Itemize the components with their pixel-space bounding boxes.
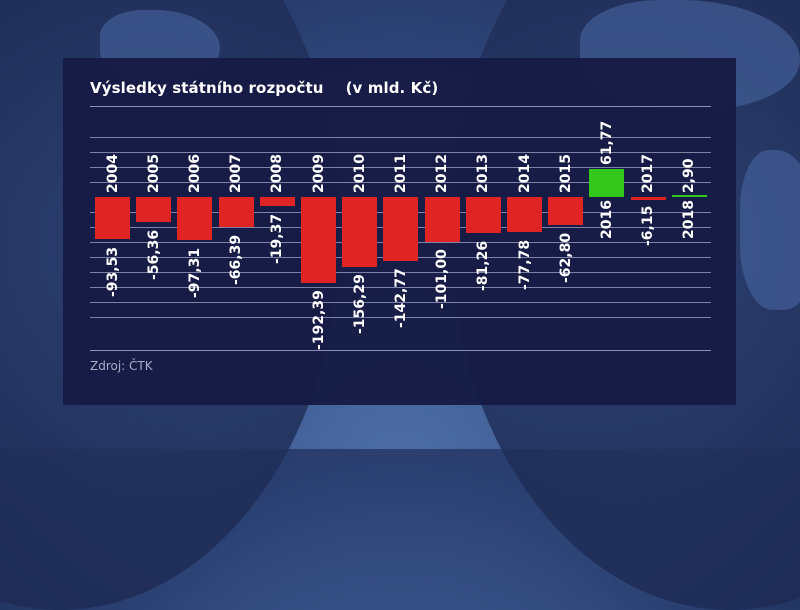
- bar-2011: [383, 197, 419, 261]
- bar-2012: [424, 197, 460, 243]
- bar-2013: [465, 197, 501, 234]
- chart-title: Výsledky státního rozpočtu (v mld. Kč): [90, 79, 438, 97]
- year-label: 2016: [598, 200, 615, 239]
- year-label: 2015: [557, 154, 574, 193]
- bar-2017: [630, 197, 666, 200]
- value-label: -62,80: [557, 232, 574, 284]
- bar-2014: [507, 197, 542, 232]
- value-label: -142,77: [392, 267, 409, 328]
- value-label: -81,26: [475, 241, 492, 292]
- year-label: 2009: [310, 154, 327, 193]
- bar-2015: [548, 197, 584, 226]
- bar-2006: [177, 197, 213, 241]
- year-label: 2013: [475, 154, 492, 193]
- year-label: 2010: [351, 154, 368, 193]
- year-label: 2005: [145, 154, 162, 193]
- gridline: [90, 137, 711, 138]
- value-label: -192,39: [310, 290, 327, 350]
- footer-separator: [90, 350, 711, 351]
- value-label: -19,37: [269, 213, 286, 264]
- bar-2016: [589, 169, 625, 197]
- bar-2018: [671, 195, 707, 197]
- chart-panel: Výsledky státního rozpočtu (v mld. Kč) Zd…: [63, 58, 736, 405]
- gridline: [90, 317, 711, 318]
- chart-unit: (v mld. Kč): [345, 79, 439, 97]
- value-label: -66,39: [228, 234, 245, 285]
- header-separator: [90, 106, 711, 107]
- year-label: 2018: [681, 200, 698, 239]
- value-label: -156,29: [351, 274, 368, 334]
- value-label: -6,15: [640, 205, 657, 246]
- year-label: 2014: [516, 154, 533, 193]
- year-label: 2007: [228, 154, 245, 193]
- gridline: [90, 152, 711, 153]
- bar-2004: [95, 197, 130, 239]
- gridline: [90, 287, 711, 288]
- value-label: -56,36: [145, 230, 162, 281]
- year-label: 2004: [104, 154, 121, 193]
- bar-2009: [301, 197, 336, 283]
- gridline: [90, 272, 711, 273]
- gridline: [90, 182, 711, 183]
- year-label: 2017: [640, 154, 657, 193]
- value-label: -77,78: [516, 239, 533, 290]
- bar-2010: [342, 197, 378, 267]
- value-label: 2,90: [681, 158, 698, 193]
- value-label: -93,53: [104, 246, 121, 297]
- year-label: 2006: [186, 154, 203, 193]
- year-label: 2012: [434, 154, 451, 193]
- bar-2005: [136, 197, 172, 223]
- background-land: [740, 150, 800, 310]
- chart-title-text: Výsledky státního rozpočtu: [90, 79, 324, 97]
- value-label: -101,00: [434, 249, 451, 310]
- gridline: [90, 302, 711, 303]
- value-label: 61,77: [598, 121, 615, 166]
- bar-2007: [218, 197, 254, 227]
- bar-2008: [259, 197, 295, 206]
- value-label: -97,31: [186, 248, 203, 299]
- year-label: 2008: [269, 154, 286, 193]
- source-note: Zdroj: ČTK: [90, 359, 153, 373]
- gridline: [90, 167, 711, 168]
- year-label: 2011: [392, 154, 409, 193]
